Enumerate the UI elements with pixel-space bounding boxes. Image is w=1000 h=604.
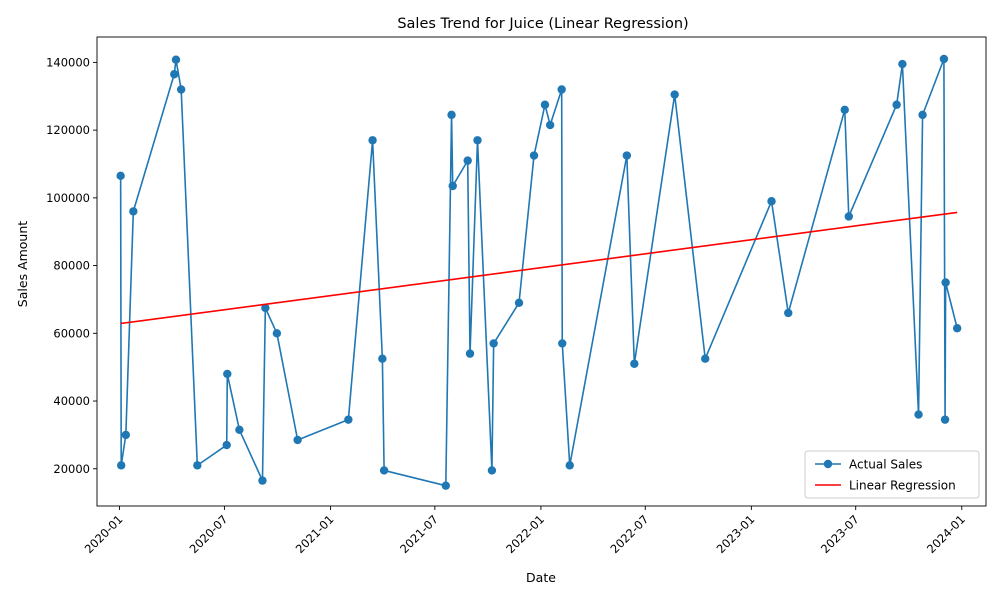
y-tick-label: 20000 — [53, 462, 90, 476]
data-point — [344, 415, 353, 424]
data-point — [261, 303, 270, 313]
data-point — [378, 354, 387, 363]
data-point — [193, 461, 202, 470]
data-point — [622, 151, 632, 160]
data-point — [914, 410, 923, 419]
data-point — [448, 181, 457, 191]
data-point — [514, 298, 524, 308]
legend-label: Actual Sales — [849, 458, 922, 472]
data-point — [379, 466, 389, 475]
series-actual-sales — [116, 54, 962, 490]
y-tick-label: 100000 — [46, 191, 90, 205]
data-point — [272, 329, 282, 338]
legend-box — [804, 450, 980, 499]
actual-sales-line — [119, 58, 958, 487]
y-tick-label: 40000 — [53, 394, 90, 408]
legend-item-actual-sales: Actual Sales — [815, 458, 922, 472]
data-point — [293, 435, 302, 445]
data-point — [170, 70, 179, 79]
data-point — [670, 90, 679, 99]
data-point — [463, 156, 472, 165]
data-point — [368, 136, 377, 145]
x-tick-label: 2020-01 — [82, 512, 126, 556]
data-point — [441, 481, 450, 490]
data-point — [630, 359, 639, 368]
data-point — [940, 415, 950, 424]
data-point — [784, 308, 793, 318]
data-point — [557, 85, 566, 94]
data-point — [952, 324, 962, 333]
data-point — [129, 207, 138, 216]
x-tick-label: 2022-07 — [608, 512, 652, 556]
data-point — [447, 110, 456, 120]
legend-label: Linear Regression — [849, 479, 956, 493]
x-tick-label: 2020-07 — [187, 512, 231, 556]
x-tick-label: 2024-01 — [924, 512, 968, 556]
data-point — [116, 171, 125, 181]
data-point — [487, 466, 497, 475]
legend-item-linear-regression: Linear Regression — [815, 479, 956, 493]
series-linear-regression — [120, 211, 958, 325]
data-point — [121, 430, 131, 440]
data-point — [892, 100, 901, 109]
data-point — [941, 278, 950, 287]
legend-swatch-marker — [823, 459, 833, 469]
y-tick-label: 140000 — [46, 55, 90, 69]
data-point — [529, 151, 539, 160]
data-point — [465, 349, 475, 358]
data-point — [473, 136, 482, 145]
x-tick-label: 2021-07 — [397, 512, 441, 556]
y-axis-label: Sales Amount — [15, 221, 30, 307]
data-point — [540, 100, 550, 109]
data-point — [558, 339, 567, 348]
y-tick-label: 80000 — [53, 259, 90, 273]
data-point — [939, 54, 949, 64]
data-point — [235, 425, 244, 435]
x-tick-label: 2023-01 — [714, 512, 758, 556]
x-tick-label: 2021-01 — [293, 512, 337, 556]
data-point — [767, 197, 776, 206]
x-tick-label: 2022-01 — [503, 512, 547, 556]
data-point — [171, 55, 181, 64]
data-point — [223, 369, 232, 379]
data-point — [898, 59, 907, 69]
data-point — [701, 354, 710, 363]
data-point — [489, 339, 498, 348]
data-point — [840, 105, 849, 115]
chart-title: Sales Trend for Juice (Linear Regression… — [397, 16, 688, 32]
data-point — [918, 110, 927, 120]
x-axis-label: Date — [526, 570, 556, 585]
data-point — [176, 85, 186, 94]
data-point — [222, 440, 231, 450]
data-point — [545, 120, 555, 130]
axes-frame — [96, 36, 987, 507]
data-point — [258, 476, 267, 485]
x-tick-label: 2023-07 — [818, 512, 862, 556]
regression-line — [120, 211, 958, 325]
y-tick-label: 60000 — [53, 326, 90, 340]
legend: Actual Sales Linear Regression — [804, 450, 980, 499]
data-point — [844, 212, 853, 221]
plot-area — [116, 54, 962, 490]
data-point — [117, 461, 126, 470]
data-point — [565, 461, 574, 470]
y-tick-label: 120000 — [46, 123, 90, 137]
